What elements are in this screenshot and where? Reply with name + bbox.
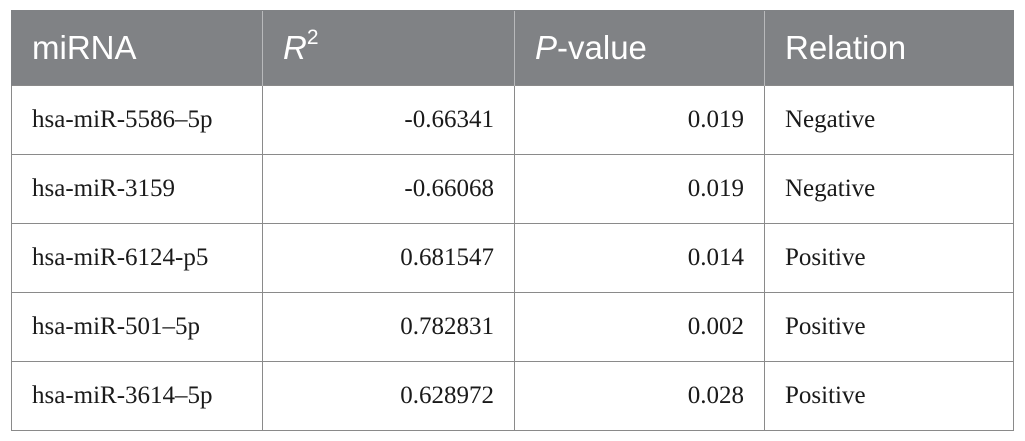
cell-relation: Positive [764,223,1014,293]
header-p-label: P [535,29,558,66]
cell-r-squared: 0.628972 [262,361,515,431]
table-row: hsa-miR-6124-p5 0.681547 0.014 Positive [11,223,1014,293]
cell-relation: Positive [764,361,1014,431]
header-r-label: R [283,29,307,66]
cell-p-value: 0.019 [514,85,765,155]
cell-p-value: 0.014 [514,223,765,293]
table-row: hsa-miR-5586–5p -0.66341 0.019 Negative [11,85,1014,155]
cell-r-squared: -0.66341 [262,85,515,155]
cell-p-value: 0.002 [514,292,765,362]
cell-mirna: hsa-miR-5586–5p [11,85,263,155]
table-row: hsa-miR-3614–5p 0.628972 0.028 Positive [11,361,1014,431]
table-row: hsa-miR-3159 -0.66068 0.019 Negative [11,154,1014,224]
cell-mirna: hsa-miR-6124-p5 [11,223,263,293]
mirna-correlation-table: miRNA R2 P-value Relation hsa-miR-5586–5… [11,10,1014,431]
cell-relation: Negative [764,85,1014,155]
cell-mirna: hsa-miR-501–5p [11,292,263,362]
header-relation: Relation [764,10,1014,86]
header-mirna-label: miRNA [32,29,137,66]
cell-r-squared: 0.782831 [262,292,515,362]
header-p-value: P-value [514,10,765,86]
header-mirna: miRNA [11,10,263,86]
cell-r-squared: 0.681547 [262,223,515,293]
cell-r-squared: -0.66068 [262,154,515,224]
cell-relation: Negative [764,154,1014,224]
cell-mirna: hsa-miR-3614–5p [11,361,263,431]
cell-relation: Positive [764,292,1014,362]
header-relation-label: Relation [785,29,907,66]
header-r-superscript: 2 [306,26,319,49]
cell-p-value: 0.028 [514,361,765,431]
table-body: hsa-miR-5586–5p -0.66341 0.019 Negative … [11,85,1014,431]
header-r-squared: R2 [262,10,515,86]
header-row: miRNA R2 P-value Relation [11,10,1014,86]
cell-mirna: hsa-miR-3159 [11,154,263,224]
table-header: miRNA R2 P-value Relation [11,10,1014,86]
table-row: hsa-miR-501–5p 0.782831 0.002 Positive [11,292,1014,362]
cell-p-value: 0.019 [514,154,765,224]
header-p-suffix: -value [557,29,647,66]
